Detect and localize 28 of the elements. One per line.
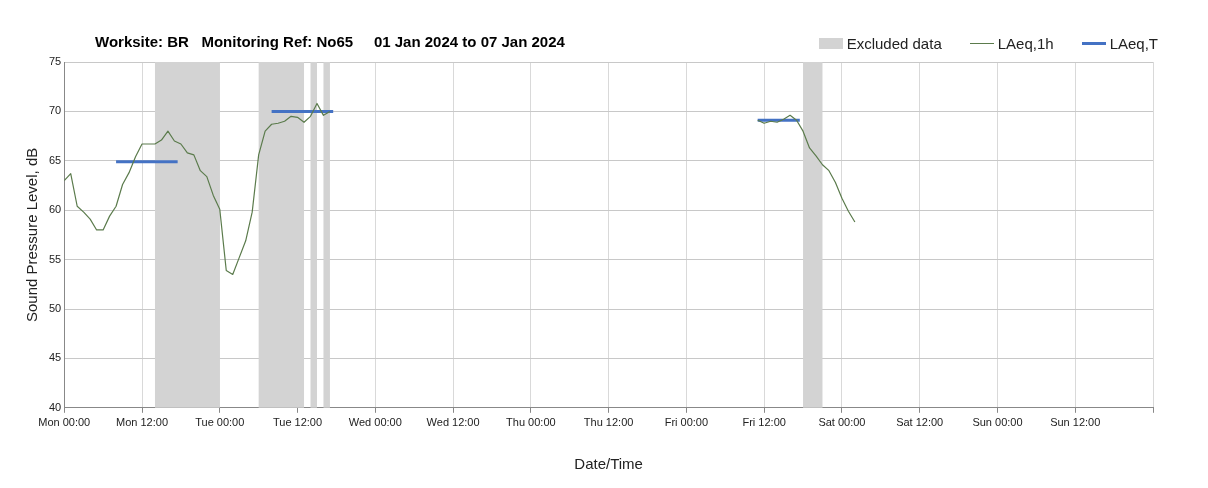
x-tick-label: Sun 00:00 bbox=[972, 416, 1023, 429]
x-tick-label: Sun 12:00 bbox=[1050, 416, 1101, 429]
y-tick-label: 65 bbox=[48, 153, 62, 166]
x-tick-label: Tue 12:00 bbox=[272, 416, 323, 429]
x-tick-label: Wed 12:00 bbox=[426, 416, 480, 429]
y-tick-label: 50 bbox=[48, 302, 62, 315]
x-tick-label: Fri 00:00 bbox=[664, 416, 709, 429]
y-tick-label: 70 bbox=[48, 104, 62, 117]
y-tick-label: 60 bbox=[48, 203, 62, 216]
y-axis-title: Sound Pressure Level, dB bbox=[23, 147, 41, 323]
legend-label: LAeq,1h bbox=[997, 35, 1054, 52]
legend-label: Excluded data bbox=[846, 35, 942, 52]
x-tick-label: Wed 00:00 bbox=[348, 416, 402, 429]
x-tick-label: Mon 00:00 bbox=[38, 416, 91, 429]
x-tick-label: Tue 00:00 bbox=[195, 416, 245, 429]
legend-label: LAeq,T bbox=[1109, 35, 1158, 52]
x-tick-label: Fri 12:00 bbox=[742, 416, 786, 429]
y-tick-label: 40 bbox=[48, 400, 62, 413]
x-tick-label: Sat 12:00 bbox=[896, 416, 944, 429]
chart-title: Worksite: BR Monitoring Ref: No65 01 Jan 2024 to 07 Jan 2024 bbox=[95, 33, 565, 50]
x-tick-label: Mon 12:00 bbox=[116, 416, 168, 429]
y-tick-label: 75 bbox=[48, 55, 62, 68]
x-tick-label: Thu 00:00 bbox=[506, 416, 556, 429]
x-axis-title: Date/Time bbox=[574, 455, 643, 473]
y-tick-label: 55 bbox=[48, 252, 62, 265]
x-tick-label: Sat 00:00 bbox=[818, 416, 866, 429]
y-tick-label: 45 bbox=[48, 351, 62, 364]
x-tick-label: Thu 12:00 bbox=[583, 416, 634, 429]
